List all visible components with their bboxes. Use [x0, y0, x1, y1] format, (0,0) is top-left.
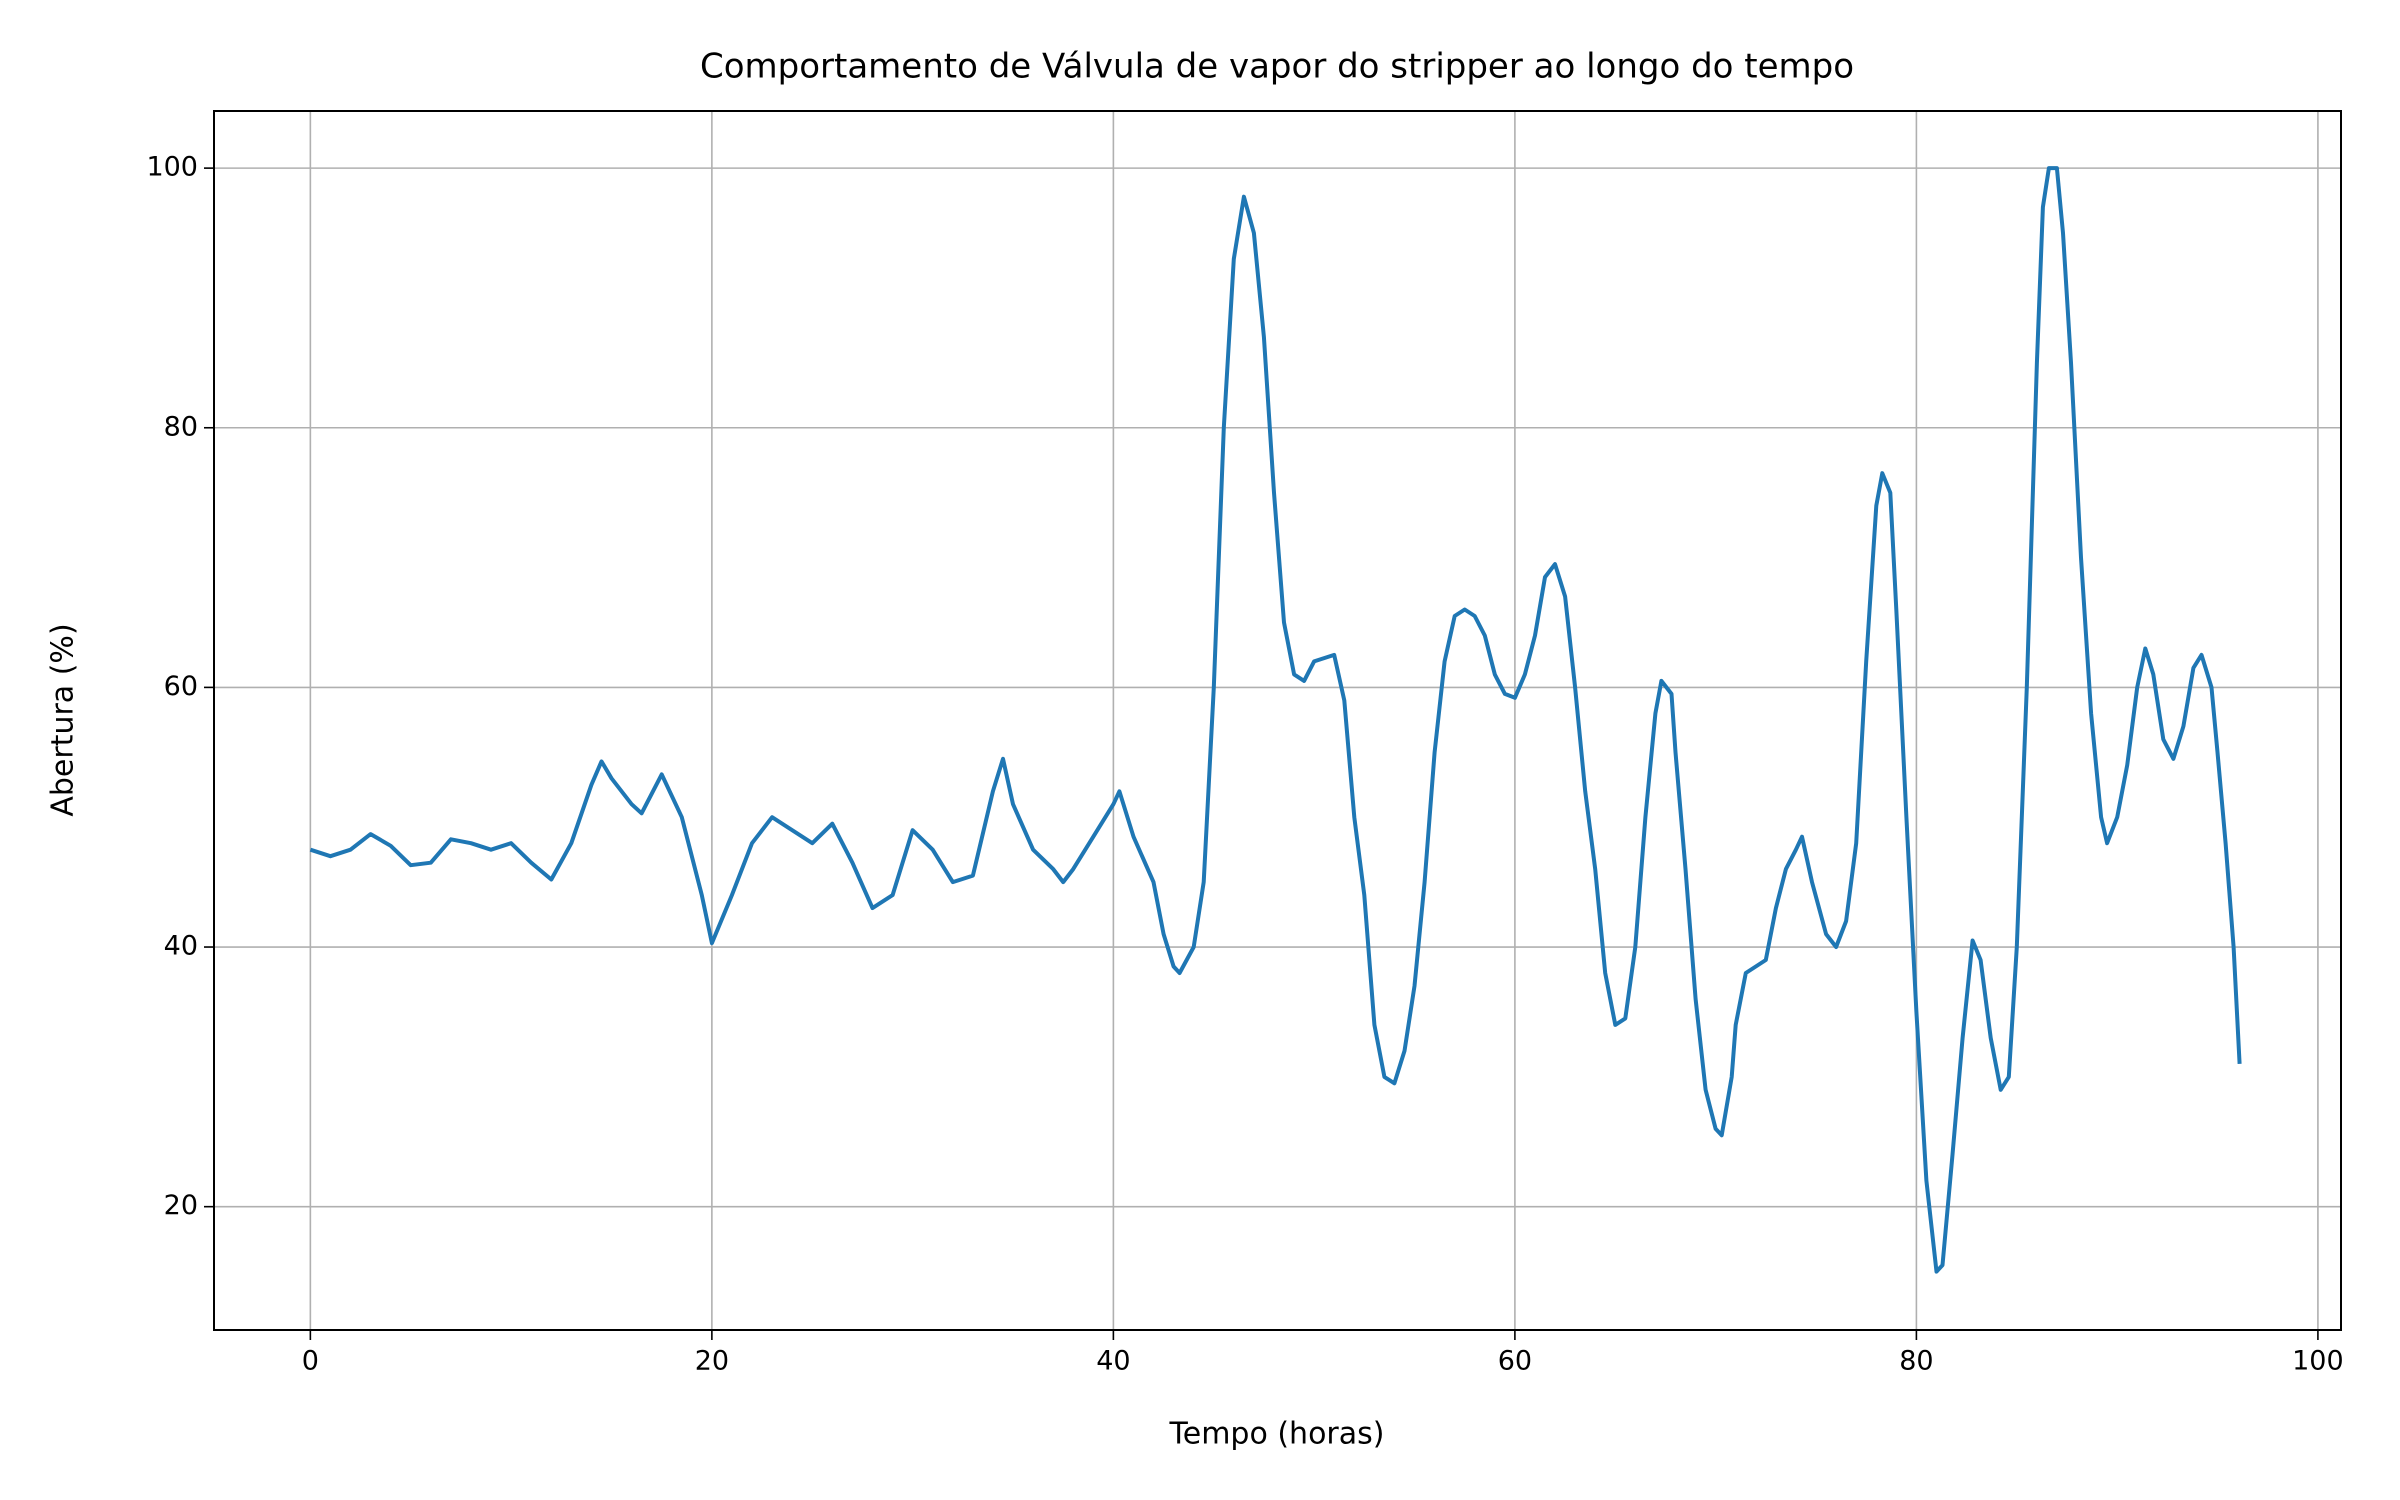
y-tick-label: 100	[146, 152, 198, 183]
chart-title: Comportamento de Válvula de vapor do str…	[700, 47, 1854, 87]
x-tick-label: 100	[2292, 1346, 2344, 1377]
y-tick-label: 80	[164, 411, 198, 442]
plot-frame	[213, 110, 2342, 1331]
y-tick-label: 60	[164, 671, 198, 702]
data-line	[309, 166, 2242, 1274]
y-tick-label: 20	[164, 1190, 198, 1221]
x-tick-label: 40	[1096, 1346, 1130, 1377]
x-tick-label: 60	[1498, 1346, 1532, 1377]
y-axis-label: Abertura (%)	[46, 623, 81, 816]
y-tick-label: 40	[164, 931, 198, 962]
x-tick-label: 80	[1899, 1346, 1933, 1377]
x-axis-label: Tempo (horas)	[1169, 1417, 1385, 1452]
x-tick-label: 0	[302, 1346, 319, 1377]
x-tick-label: 20	[695, 1346, 729, 1377]
